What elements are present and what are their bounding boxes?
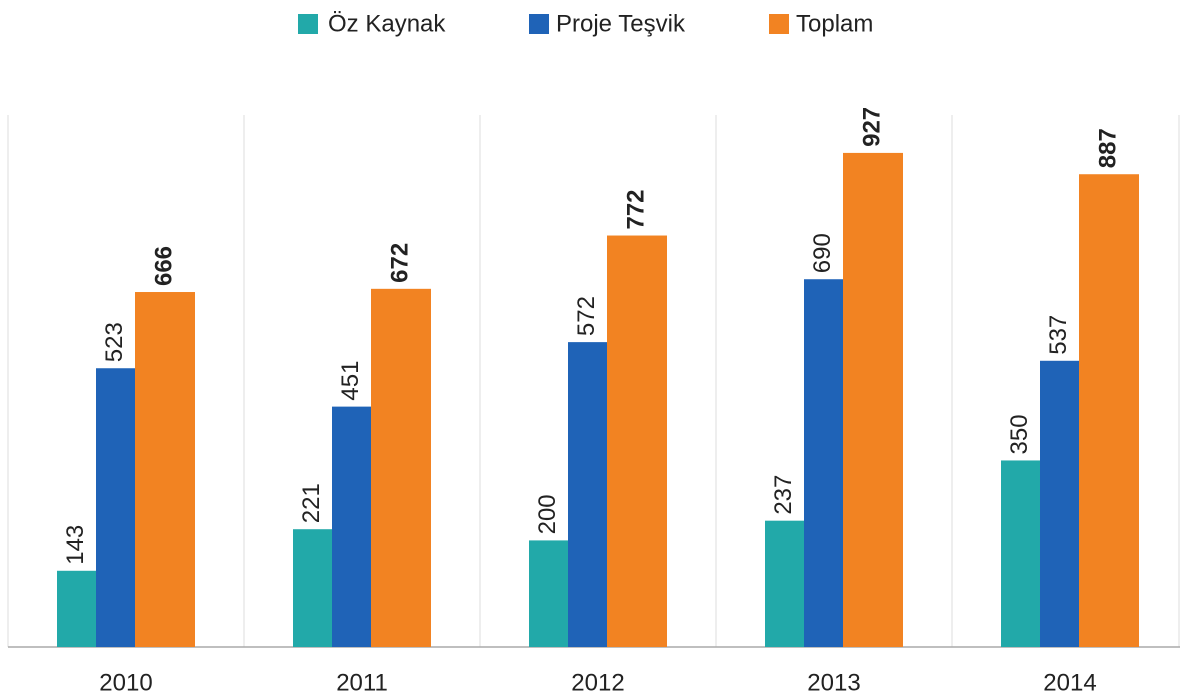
bar bbox=[332, 406, 371, 647]
legend-label: Toplam bbox=[796, 10, 873, 37]
data-label: 221 bbox=[298, 483, 325, 523]
data-label: 537 bbox=[1045, 315, 1072, 355]
bar bbox=[293, 529, 332, 647]
x-tick-label: 2013 bbox=[807, 669, 860, 696]
data-label: 887 bbox=[1094, 128, 1121, 168]
bar bbox=[371, 288, 431, 647]
bar bbox=[804, 279, 843, 647]
data-label: 200 bbox=[534, 494, 561, 534]
bar bbox=[96, 368, 135, 647]
bar bbox=[1040, 360, 1079, 647]
x-tick-label: 2014 bbox=[1043, 669, 1096, 696]
legend-swatch bbox=[529, 14, 549, 34]
data-label: 523 bbox=[101, 322, 128, 362]
legend-label: Öz Kaynak bbox=[328, 10, 446, 37]
bar bbox=[57, 570, 96, 647]
bar bbox=[607, 235, 667, 648]
bar bbox=[529, 540, 568, 647]
x-tick-label: 2011 bbox=[336, 669, 388, 696]
legend-swatch bbox=[769, 14, 789, 34]
data-label: 237 bbox=[770, 475, 797, 515]
x-tick-label: 2012 bbox=[571, 669, 624, 696]
data-label: 672 bbox=[386, 243, 413, 283]
x-tick-label: 2010 bbox=[99, 669, 152, 696]
data-label: 772 bbox=[622, 189, 649, 229]
data-label: 451 bbox=[337, 361, 364, 401]
data-label: 690 bbox=[809, 233, 836, 273]
bar bbox=[843, 152, 903, 647]
bar bbox=[135, 292, 195, 647]
data-label: 143 bbox=[62, 525, 89, 565]
bar bbox=[568, 342, 607, 647]
legend-swatch bbox=[298, 14, 318, 34]
bar bbox=[765, 520, 804, 647]
data-label: 666 bbox=[150, 246, 177, 286]
data-label: 927 bbox=[858, 107, 885, 147]
data-label: 350 bbox=[1006, 414, 1033, 454]
data-label: 572 bbox=[573, 296, 600, 336]
legend-label: Proje Teşvik bbox=[556, 10, 686, 37]
bar bbox=[1079, 174, 1139, 647]
bar bbox=[1001, 460, 1040, 647]
